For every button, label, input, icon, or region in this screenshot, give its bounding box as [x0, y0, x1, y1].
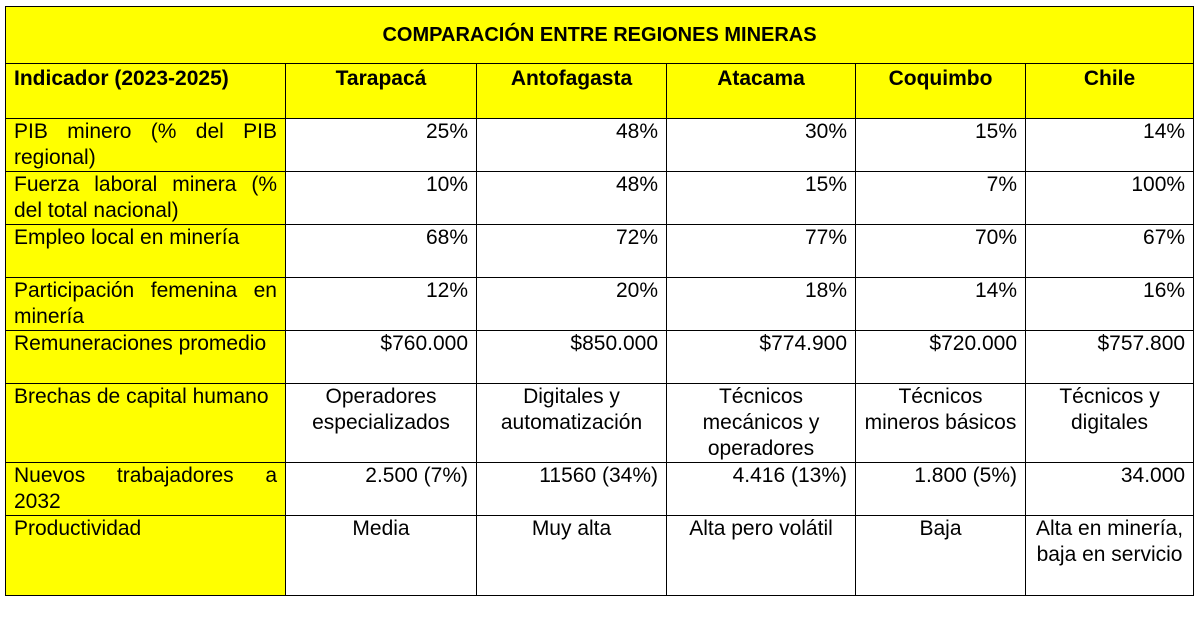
table-row: Empleo local en minería 68% 72% 77% 70% …: [5, 224, 1195, 278]
table-cell: 4.416 (13%): [666, 462, 856, 516]
table-cell: 25%: [285, 118, 477, 172]
table-cell: Técnicos y digitales: [1024, 383, 1195, 463]
table-cell: $850.000: [476, 330, 667, 384]
table-cell: 68%: [285, 224, 477, 278]
comparison-table: COMPARACIÓN ENTRE REGIONES MINERAS Indic…: [4, 6, 1195, 596]
table-cell: Muy alta: [476, 515, 667, 596]
column-header-antofagasta: Antofagasta: [476, 63, 667, 119]
row-label: Brechas de capital humano: [5, 383, 286, 463]
table-cell: 48%: [476, 171, 667, 225]
table-cell: $757.800: [1024, 330, 1195, 384]
table-cell: 11560 (34%): [476, 462, 667, 516]
table-row: Remuneraciones promedio $760.000 $850.00…: [5, 330, 1195, 384]
table-row: Nuevos trabajadores a 2032 2.500 (7%) 11…: [5, 462, 1195, 516]
row-label: Productividad: [5, 515, 286, 596]
table-row: Productividad Media Muy alta Alta pero v…: [5, 515, 1195, 596]
table-title: COMPARACIÓN ENTRE REGIONES MINERAS: [4, 6, 1195, 64]
row-label: PIB minero (% del PIB regional): [5, 118, 286, 172]
header-row: Indicador (2023-2025) Tarapacá Antofagas…: [5, 63, 1195, 119]
table-cell: 14%: [1024, 118, 1195, 172]
column-header-indicador: Indicador (2023-2025): [5, 63, 286, 119]
column-header-coquimbo: Coquimbo: [855, 63, 1026, 119]
row-label: Empleo local en minería: [5, 224, 286, 278]
table-container: COMPARACIÓN ENTRE REGIONES MINERAS Indic…: [4, 6, 1195, 596]
table-cell: 15%: [666, 171, 856, 225]
table-cell: 77%: [666, 224, 856, 278]
table-cell: 67%: [1024, 224, 1195, 278]
row-label: Nuevos trabajadores a 2032: [5, 462, 286, 516]
table-cell: 18%: [666, 277, 856, 331]
table-cell: 30%: [666, 118, 856, 172]
table-cell: 48%: [476, 118, 667, 172]
table-cell: 34.000: [1024, 462, 1195, 516]
table-cell: 16%: [1024, 277, 1195, 331]
table-cell: Técnicos mecánicos y operadores: [666, 383, 856, 463]
title-row: COMPARACIÓN ENTRE REGIONES MINERAS: [4, 6, 1195, 64]
table-cell: 12%: [285, 277, 477, 331]
table-cell: $760.000: [285, 330, 477, 384]
table-cell: 15%: [855, 118, 1026, 172]
table-row: Brechas de capital humano Operadores esp…: [5, 383, 1195, 463]
table-cell: 1.800 (5%): [855, 462, 1026, 516]
row-label: Remuneraciones promedio: [5, 330, 286, 384]
table-row: Participación femenina en minería 12% 20…: [5, 277, 1195, 331]
table-cell: 100%: [1024, 171, 1195, 225]
column-header-tarapaca: Tarapacá: [285, 63, 477, 119]
column-header-chile: Chile: [1024, 63, 1195, 119]
table-cell: Media: [285, 515, 477, 596]
table-cell: Operadores especializados: [285, 383, 477, 463]
table-cell: 10%: [285, 171, 477, 225]
table-cell: 20%: [476, 277, 667, 331]
table-cell: Alta en minería, baja en servicio: [1024, 515, 1195, 596]
table-cell: 70%: [855, 224, 1026, 278]
table-cell: 72%: [476, 224, 667, 278]
table-cell: $774.900: [666, 330, 856, 384]
table-row: PIB minero (% del PIB regional) 25% 48% …: [5, 118, 1195, 172]
table-cell: 7%: [855, 171, 1026, 225]
table-cell: Baja: [855, 515, 1026, 596]
column-header-atacama: Atacama: [666, 63, 856, 119]
row-label: Fuerza laboral minera (% del total nacio…: [5, 171, 286, 225]
table-cell: Alta pero volátil: [666, 515, 856, 596]
table-row: Fuerza laboral minera (% del total nacio…: [5, 171, 1195, 225]
table-cell: Digitales y automatización: [476, 383, 667, 463]
table-cell: Técnicos mineros básicos: [855, 383, 1026, 463]
row-label: Participación femenina en minería: [5, 277, 286, 331]
table-cell: 14%: [855, 277, 1026, 331]
table-cell: 2.500 (7%): [285, 462, 477, 516]
table-cell: $720.000: [855, 330, 1026, 384]
